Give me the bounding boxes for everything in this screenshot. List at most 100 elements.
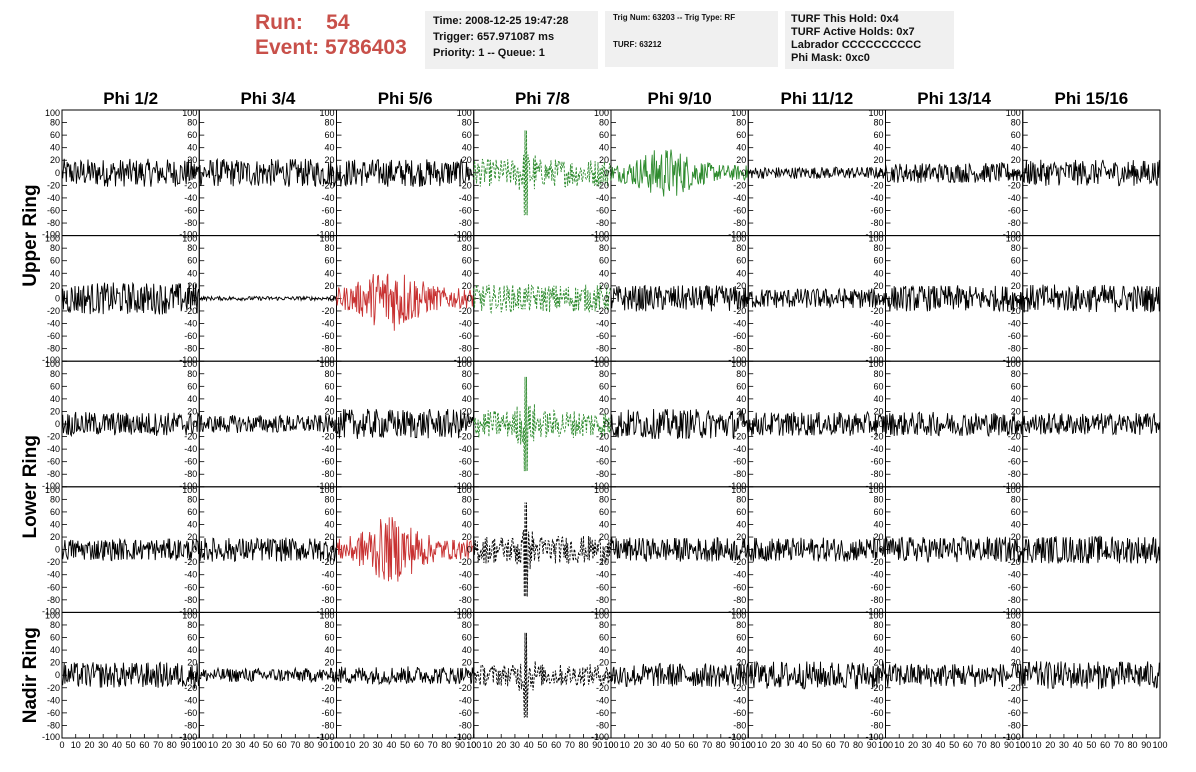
y-tick-label-r1-c5: 40	[736, 268, 746, 278]
y-tick-label-r0-c0: -20	[47, 180, 60, 190]
y-tick-label-r1-c4: 20	[599, 281, 609, 291]
y-tick-label-r3-c2: 40	[324, 519, 334, 529]
y-tick-label-r4-c3: 80	[462, 620, 472, 630]
x-tick-label-c7: 60	[1100, 740, 1110, 750]
waveform-r0-c5	[747, 166, 886, 180]
y-tick-label-r0-c0: -40	[47, 193, 60, 203]
y-tick-label-r2-c5: 20	[736, 406, 746, 416]
y-tick-label-r0-c3: 40	[462, 143, 472, 153]
x-tick-label-c6: 50	[949, 740, 959, 750]
y-tick-label-r4-c3: 60	[462, 633, 472, 643]
x-tick-label-c1: 50	[263, 740, 273, 750]
x-tick-label-c0: 20	[84, 740, 94, 750]
y-tick-label-r2-c2: 20	[324, 406, 334, 416]
y-tick-label-r3-c2: 100	[319, 485, 334, 495]
y-tick-label-r1-c1: 80	[187, 243, 197, 253]
y-tick-label-r2-c6: -20	[870, 432, 883, 442]
y-tick-label-r1-c7: -100	[1003, 355, 1021, 365]
waveform-r1-c3	[473, 284, 612, 315]
y-tick-label-r4-c1: -60	[184, 708, 197, 718]
y-tick-label-r3-c7: -80	[1008, 595, 1021, 605]
y-tick-label-r0-c3: 0	[467, 168, 472, 178]
y-tick-label-r4-c3: 40	[462, 645, 472, 655]
y-tick-label-r3-c3: -80	[459, 595, 472, 605]
y-tick-label-r1-c4: 40	[599, 268, 609, 278]
y-tick-label-r0-c7: -40	[1008, 193, 1021, 203]
y-tick-label-r0-c6: 20	[873, 155, 883, 165]
y-tick-label-r0-c1: 80	[187, 118, 197, 128]
x-tick-label-c7: 50	[1086, 740, 1096, 750]
y-tick-label-r1-c5: 60	[736, 256, 746, 266]
x-tick-label-c2: 0	[334, 740, 339, 750]
y-tick-label-r4-c1: -40	[184, 695, 197, 705]
y-tick-label-r4-c7: -40	[1008, 695, 1021, 705]
y-tick-label-r4-c0: 80	[50, 620, 60, 630]
y-tick-label-r0-c4: 20	[599, 155, 609, 165]
y-tick-label-r2-c6: 60	[873, 381, 883, 391]
y-tick-label-r3-c4: 0	[604, 545, 609, 555]
waveform-r0-c2	[336, 158, 475, 187]
y-tick-label-r3-c6: -100	[865, 606, 883, 616]
y-tick-label-r3-c0: -60	[47, 582, 60, 592]
y-tick-label-r3-c6: -60	[870, 582, 883, 592]
y-tick-label-r2-c2: 80	[324, 369, 334, 379]
y-tick-label-r2-c3: 80	[462, 369, 472, 379]
y-tick-label-r4-c2: -80	[321, 720, 334, 730]
y-tick-label-r0-c4: -40	[596, 193, 609, 203]
y-tick-label-r3-c7: -40	[1008, 570, 1021, 580]
y-tick-label-r4-c5: 100	[731, 610, 746, 620]
x-tick-label-c4: 40	[661, 740, 671, 750]
y-tick-label-r4-c0: 60	[50, 633, 60, 643]
y-tick-label-r0-c3: 80	[462, 118, 472, 128]
y-tick-label-r2-c3: -60	[459, 457, 472, 467]
y-tick-label-r4-c7: 80	[1011, 620, 1021, 630]
x-tick-label-c1: 30	[235, 740, 245, 750]
y-tick-label-r3-c3: -20	[459, 557, 472, 567]
y-tick-label-r4-c5: 60	[736, 633, 746, 643]
y-tick-label-r1-c3: -20	[459, 306, 472, 316]
x-tick-label-c1: 10	[208, 740, 218, 750]
y-tick-label-r2-c1: -60	[184, 457, 197, 467]
y-tick-label-r4-c0: 40	[50, 645, 60, 655]
y-tick-label-r1-c3: -60	[459, 331, 472, 341]
x-tick-label-c5: 90	[867, 740, 877, 750]
x-tick-label-c4: 30	[647, 740, 657, 750]
y-tick-label-r3-c4: -40	[596, 570, 609, 580]
y-tick-label-r0-c7: 60	[1011, 130, 1021, 140]
time-text: Time: 2008-12-25 19:47:28	[433, 15, 569, 27]
y-tick-label-r4-c6: -60	[870, 708, 883, 718]
y-tick-label-r0-c3: 100	[457, 108, 472, 118]
y-tick-label-r1-c4: -40	[596, 319, 609, 329]
x-tick-label-c4: 20	[633, 740, 643, 750]
y-tick-label-r1-c4: 60	[599, 256, 609, 266]
y-tick-label-r4-c4: 40	[599, 645, 609, 655]
y-tick-label-r1-c3: 0	[467, 293, 472, 303]
x-tick-label-c2: 90	[455, 740, 465, 750]
column-title-6: Phi 11/12	[780, 89, 853, 108]
turf-this-hold-text: TURF This Hold: 0x4	[791, 13, 899, 25]
y-tick-label-r3-c1: -20	[184, 557, 197, 567]
y-tick-label-r4-c1: -80	[184, 720, 197, 730]
x-tick-label-c3: 20	[496, 740, 506, 750]
y-tick-label-r2-c7: 20	[1011, 406, 1021, 416]
y-tick-label-r4-c2: 100	[319, 610, 334, 620]
y-tick-label-r0-c7: -60	[1008, 205, 1021, 215]
y-tick-label-r2-c4: -40	[596, 444, 609, 454]
y-tick-label-r4-c5: 0	[741, 670, 746, 680]
y-tick-label-r3-c3: 40	[462, 519, 472, 529]
x-tick-label-c3: 0	[471, 740, 476, 750]
waveform-r4-c3	[473, 632, 612, 718]
y-tick-label-r4-c7: -80	[1008, 720, 1021, 730]
y-tick-label-r3-c7: 20	[1011, 532, 1021, 542]
y-tick-label-r0-c5: -60	[733, 205, 746, 215]
y-tick-label-r4-c3: -100	[454, 732, 472, 742]
y-tick-label-r3-c0: -80	[47, 595, 60, 605]
trigger-text: Trigger: 657.971087 ms	[433, 31, 555, 43]
y-tick-label-r0-c0: -80	[47, 218, 60, 228]
y-tick-label-r1-c0: -20	[47, 306, 60, 316]
y-tick-label-r3-c3: -60	[459, 582, 472, 592]
y-tick-label-r0-c7: 20	[1011, 155, 1021, 165]
y-tick-label-r3-c7: 0	[1016, 545, 1021, 555]
x-tick-label-c5: 10	[757, 740, 767, 750]
